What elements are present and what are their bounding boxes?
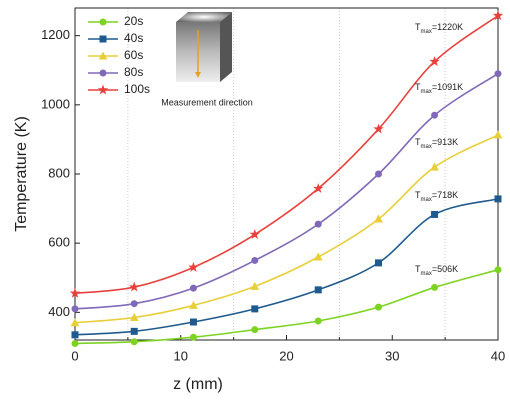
marker: [189, 300, 198, 309]
marker: [375, 170, 383, 178]
annotation-base: T: [415, 137, 421, 147]
x-tick-label: 20: [279, 348, 293, 363]
marker: [251, 326, 259, 334]
marker: [129, 312, 139, 322]
marker: [71, 305, 79, 313]
marker: [375, 259, 383, 267]
y-tick-label: 1200: [41, 27, 70, 42]
y-tick-label: 600: [48, 235, 70, 250]
marker: [99, 18, 107, 26]
marker: [492, 10, 504, 21]
y-tick-label: 800: [48, 165, 70, 180]
annotation-base: T: [415, 264, 421, 274]
annotation-sub: max: [421, 197, 432, 203]
x-tick-label: 10: [174, 348, 188, 363]
marker: [97, 84, 109, 95]
annotation-text: =506K: [432, 264, 458, 274]
annotation-base: T: [415, 22, 421, 32]
inset-caption: Measurement direction: [161, 97, 253, 107]
annotation: Tmax=506K: [415, 264, 458, 276]
legend-label: 80s: [124, 65, 143, 79]
marker: [314, 317, 322, 325]
x-tick-label: 40: [491, 348, 505, 363]
marker: [71, 331, 79, 339]
marker: [493, 130, 503, 139]
marker: [99, 35, 107, 43]
marker: [69, 287, 81, 298]
marker: [494, 70, 502, 78]
marker: [251, 305, 259, 313]
x-tick-label: 0: [71, 348, 78, 363]
marker: [312, 183, 324, 193]
marker: [431, 283, 439, 291]
x-axis-label: z (mm): [173, 376, 223, 393]
marker: [130, 338, 138, 346]
marker: [130, 300, 138, 308]
annotation: Tmax=718K: [415, 190, 458, 202]
marker: [98, 51, 108, 60]
annotation-text: =913K: [432, 137, 458, 147]
marker: [314, 220, 322, 228]
marker: [188, 261, 199, 272]
annotation: Tmax=1091K: [415, 82, 463, 94]
series-line: [74, 73, 499, 310]
marker: [128, 281, 140, 292]
marker: [189, 284, 197, 292]
marker: [429, 56, 440, 67]
legend-label: 60s: [124, 48, 143, 62]
marker: [250, 281, 260, 290]
annotation-sub: max: [421, 29, 432, 35]
annotation-base: T: [415, 190, 421, 200]
marker: [249, 229, 261, 239]
y-tick-label: 400: [48, 304, 70, 319]
annotation-text: =718K: [432, 190, 458, 200]
marker: [494, 195, 502, 203]
marker: [189, 333, 197, 341]
annotation-base: T: [415, 82, 421, 92]
marker: [70, 318, 80, 327]
marker: [374, 214, 383, 223]
marker: [130, 327, 138, 335]
marker: [251, 256, 259, 264]
annotation-sub: max: [421, 89, 432, 95]
marker: [189, 318, 197, 326]
annotation: Tmax=913K: [415, 137, 458, 149]
series-line: [74, 269, 499, 345]
inset-cube: [176, 12, 232, 82]
marker: [71, 339, 79, 347]
legend-label: 100s: [124, 82, 150, 96]
marker: [373, 123, 384, 134]
annotation-text: =1220K: [432, 22, 463, 32]
marker: [375, 303, 383, 311]
annotation-sub: max: [421, 144, 432, 150]
annotation-text: =1091K: [432, 82, 463, 92]
marker: [431, 111, 439, 119]
annotation: Tmax=1220K: [415, 22, 463, 34]
series-line: [74, 14, 499, 295]
marker: [313, 252, 323, 261]
marker: [431, 210, 439, 218]
marker: [430, 162, 439, 171]
y-tick-label: 1000: [41, 96, 70, 111]
legend-label: 20s: [124, 14, 143, 28]
x-tick-label: 30: [385, 348, 399, 363]
legend: 20s 40s 60s 80s 100s: [88, 14, 150, 96]
marker: [99, 69, 107, 77]
y-axis-label: Temperature (K): [13, 116, 30, 232]
marker: [494, 266, 502, 274]
annotation-sub: max: [421, 271, 432, 277]
legend-label: 40s: [124, 31, 143, 45]
marker: [314, 286, 322, 294]
